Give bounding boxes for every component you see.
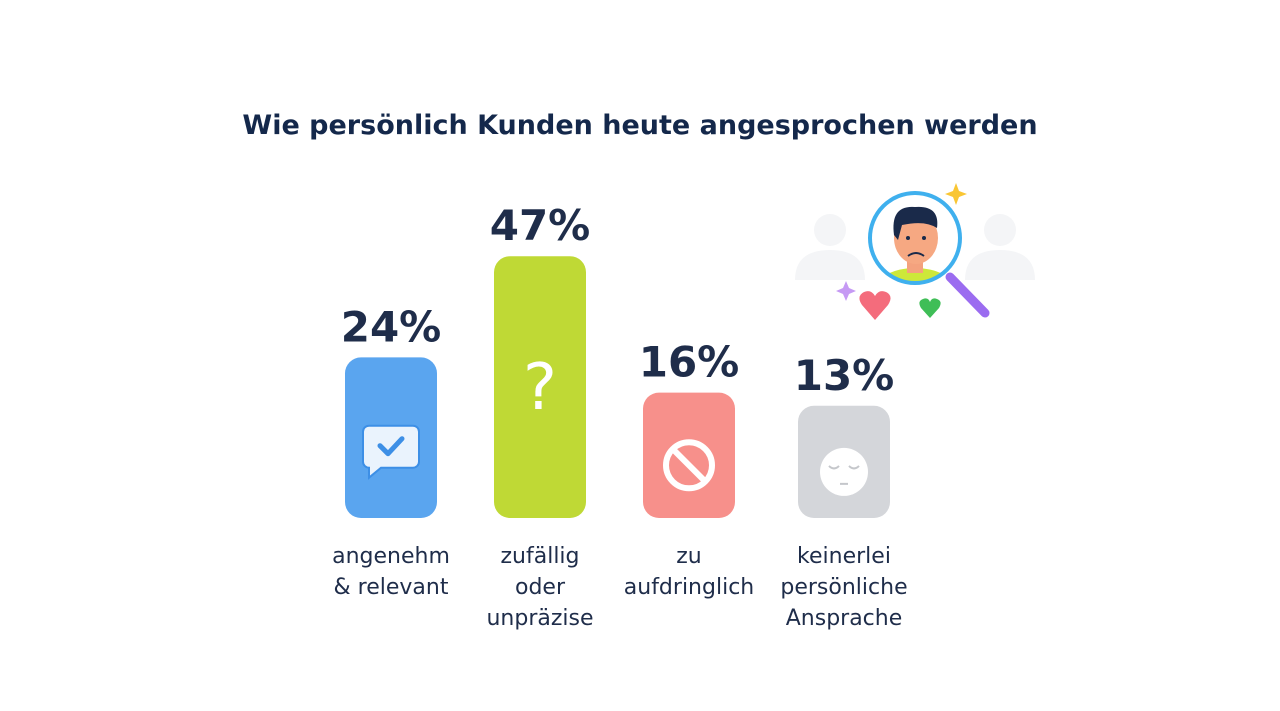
category-label: Ansprache	[786, 606, 903, 631]
category-label: keinerlei	[797, 544, 891, 569]
chart-title: Wie persönlich Kunden heute angesprochen…	[242, 110, 1038, 141]
category-label: zu	[676, 544, 702, 569]
bar	[494, 256, 586, 518]
category-label: angenehm	[332, 544, 450, 569]
category-label: zufällig	[500, 544, 579, 569]
bar	[643, 392, 735, 518]
neutral-face-icon	[820, 447, 868, 496]
value-label: 13%	[794, 351, 895, 400]
category-label: aufdringlich	[624, 575, 754, 600]
prohibited-icon	[663, 439, 715, 492]
category-label: unpräzise	[486, 606, 593, 631]
value-label: 16%	[639, 338, 740, 387]
value-label: 24%	[341, 302, 442, 351]
category-label: & relevant	[334, 575, 449, 600]
value-label: 47%	[490, 201, 591, 250]
category-label: oder	[515, 575, 566, 600]
svg-text:?: ?	[523, 351, 557, 425]
chat-check-icon	[362, 424, 420, 480]
magnifier-person-icon	[795, 183, 1035, 320]
category-label: persönliche	[780, 575, 907, 600]
question-mark-icon: ?	[523, 351, 557, 425]
